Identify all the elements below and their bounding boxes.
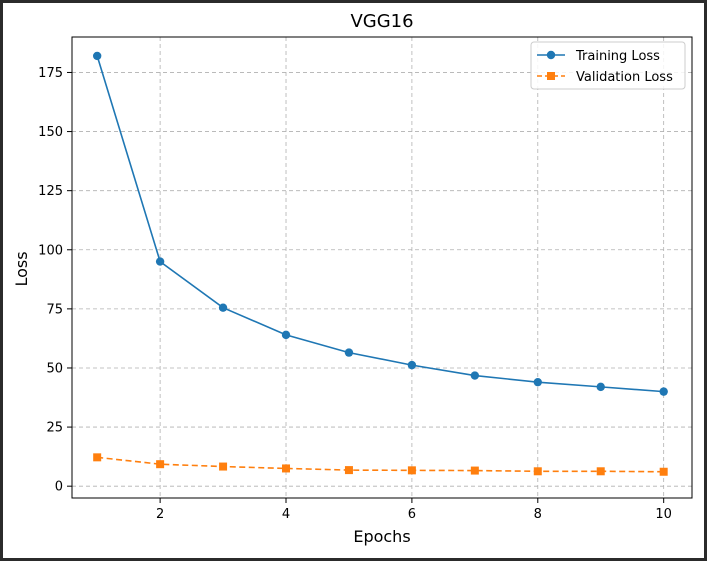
training-loss-point [218, 303, 228, 312]
y-tick-label: 100 [38, 243, 63, 258]
series-line-validation-loss [97, 456, 664, 473]
y-tick-label: 0 [55, 480, 63, 495]
x-axis-label: Epochs [353, 527, 410, 546]
series-layer [92, 51, 668, 476]
validation-loss-point [93, 453, 102, 462]
validation-loss-point [282, 464, 291, 473]
y-tick-label: 75 [46, 302, 63, 317]
x-tick-label: 10 [655, 507, 672, 522]
y-tick-label: 25 [46, 421, 63, 436]
y-axis-label: Loss [12, 251, 31, 286]
legend-box [530, 41, 686, 90]
validation-loss-point [596, 467, 605, 476]
training-loss-point [470, 371, 480, 380]
training-loss-point [533, 377, 542, 387]
grid-lines [72, 37, 692, 498]
training-loss-point [596, 382, 605, 392]
validation-loss-point [659, 467, 668, 476]
legend-marker-training [546, 50, 556, 60]
legend-marker-validation [547, 72, 555, 80]
validation-loss-point [156, 460, 165, 469]
y-tick-label: 150 [38, 125, 63, 140]
legend: Training Loss Validation Loss [530, 41, 686, 90]
validation-loss-point [470, 466, 479, 475]
training-loss-point [92, 51, 102, 61]
series-line-training-loss [96, 55, 664, 393]
y-tick-label: 125 [38, 184, 63, 199]
training-loss-point [281, 330, 291, 340]
x-tick-label: 2 [156, 507, 164, 522]
validation-loss-point [533, 467, 542, 476]
legend-label-training: Training Loss [575, 49, 660, 64]
y-tick-label: 50 [46, 361, 63, 376]
training-loss-point [407, 360, 417, 370]
training-loss-point [659, 387, 668, 396]
training-loss-point [344, 348, 354, 357]
validation-loss-point [407, 466, 416, 475]
training-loss-point [155, 257, 165, 266]
x-tick-label: 4 [282, 507, 290, 522]
plot-area-border [71, 36, 693, 499]
legend-label-validation: Validation Loss [576, 70, 673, 85]
x-tick-label: 8 [534, 507, 542, 522]
y-tick-label: 175 [38, 66, 63, 81]
chart-title: VGG16 [350, 11, 413, 32]
validation-loss-point [344, 466, 353, 475]
validation-loss-point [219, 462, 228, 471]
x-tick-label: 6 [408, 507, 416, 522]
